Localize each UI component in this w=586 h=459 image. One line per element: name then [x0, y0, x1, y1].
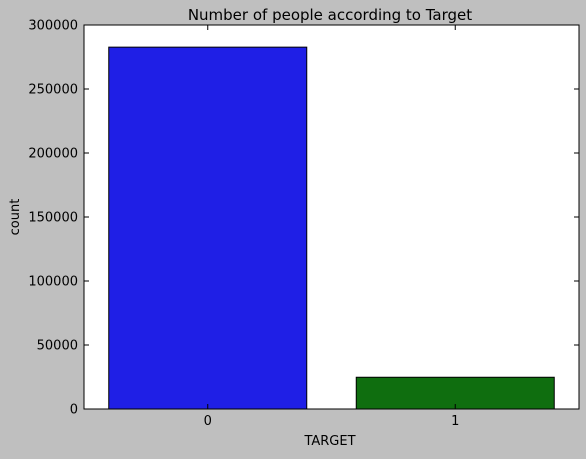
x-tick-label: 0: [204, 414, 212, 429]
x-tick-label: 1: [451, 414, 459, 429]
y-tick-label: 100000: [28, 275, 78, 290]
y-tick-label: 50000: [37, 339, 78, 354]
y-tick-label: 150000: [28, 211, 78, 226]
y-tick-label: 300000: [28, 19, 78, 34]
y-tick-label: 200000: [28, 147, 78, 162]
bar-1: [355, 376, 555, 410]
bar-0: [108, 46, 308, 410]
y-tick-label: 0: [70, 403, 78, 418]
y-axis: 0 50000 100000 150000 200000 250000 300000: [28, 19, 579, 418]
bars-group: [108, 46, 555, 410]
x-axis-label: TARGET: [303, 434, 355, 449]
y-tick-label: 250000: [28, 83, 78, 98]
chart-title: Number of people according to Target: [188, 6, 472, 24]
y-axis-label: count: [8, 199, 23, 236]
